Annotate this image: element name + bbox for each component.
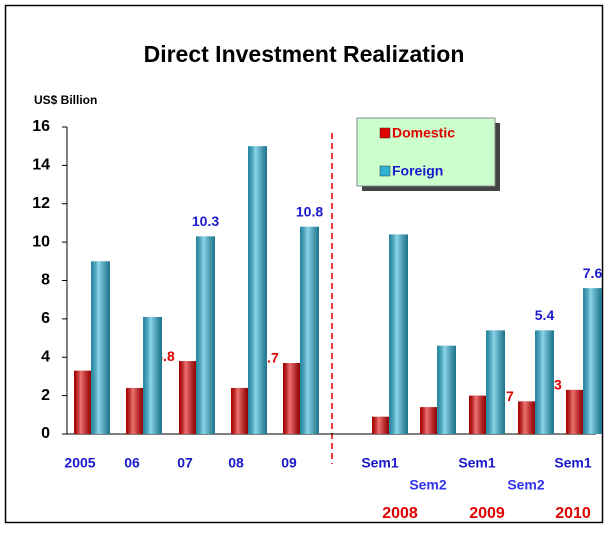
legend-label: Domestic — [392, 125, 455, 141]
y-tick-label: 12 — [32, 195, 50, 212]
x-tick-label: Sem1 — [554, 455, 592, 471]
x-tick-label: 2005 — [64, 455, 95, 471]
bar-shade — [389, 234, 408, 434]
x-tick-label: Sem1 — [361, 455, 399, 471]
bar-shade — [535, 330, 554, 434]
value-label: 10.3 — [192, 213, 219, 229]
x-tick-label: 07 — [177, 455, 193, 471]
x-tick-label: Sem2 — [409, 477, 447, 493]
value-label: 7.6 — [583, 265, 603, 281]
legend-label: Foreign — [392, 163, 443, 179]
group-label: 2010 — [555, 505, 591, 522]
bar-shade — [420, 407, 437, 434]
y-tick-label: 14 — [32, 157, 50, 174]
x-tick-label: Sem1 — [458, 455, 496, 471]
x-tick-label: 08 — [228, 455, 244, 471]
y-tick-label: 2 — [41, 387, 50, 404]
group-label: 2008 — [382, 505, 418, 522]
bar-shade — [486, 330, 505, 434]
bar-shade — [283, 363, 300, 434]
legend-swatch — [379, 165, 391, 177]
x-tick-label: 06 — [124, 455, 140, 471]
bar-shade — [437, 345, 456, 434]
x-tick-label: Sem2 — [507, 477, 545, 493]
bar-shade — [518, 401, 535, 434]
bar-shade — [179, 361, 196, 434]
y-tick-label: 4 — [41, 348, 50, 365]
y-tick-label: 10 — [32, 233, 50, 250]
bar-shade — [583, 288, 602, 434]
legend-swatch — [379, 127, 391, 139]
y-tick-label: 16 — [32, 118, 50, 135]
bar-shade — [126, 387, 143, 434]
bar-shade — [372, 416, 389, 434]
x-tick-label: 09 — [281, 455, 297, 471]
bar-shade — [231, 387, 248, 434]
bar-shade — [143, 316, 162, 434]
y-tick-label: 8 — [41, 272, 50, 289]
bar-shade — [248, 146, 267, 434]
bar-shade — [74, 370, 91, 434]
value-label: 5.4 — [535, 307, 555, 323]
bar-shade — [469, 395, 486, 434]
y-tick-label: 6 — [41, 310, 50, 327]
bar-shade — [300, 226, 319, 434]
y-tick-label: 0 — [41, 425, 50, 442]
group-label: 2009 — [469, 505, 505, 522]
bar-shade — [566, 389, 583, 434]
bar-shade — [91, 261, 110, 434]
value-label: 10.8 — [296, 203, 323, 219]
chart-title: Direct Investment Realization — [144, 41, 465, 67]
bar-shade — [196, 236, 215, 434]
y-axis-label: US$ Billion — [34, 93, 97, 107]
